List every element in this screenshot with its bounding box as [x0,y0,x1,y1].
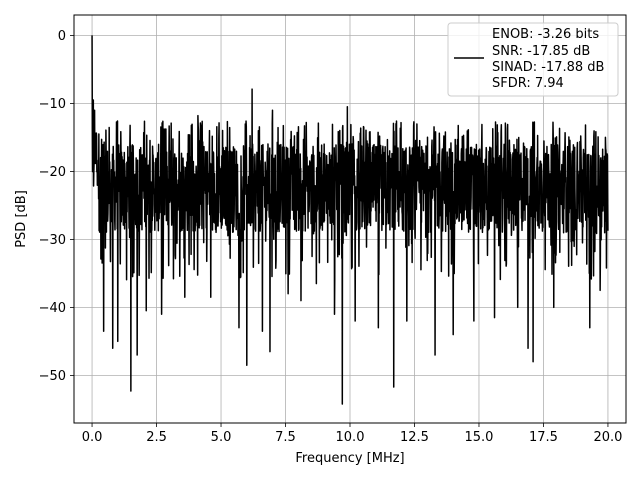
legend-entry-enob: ENOB: -3.26 bits [492,27,599,42]
x-tick-label: 17.5 [529,430,558,445]
legend-entry-snr: SNR: -17.85 dB [492,44,590,59]
y-tick-label: 0 [58,29,66,44]
psd-series-line [91,35,609,405]
legend-box [447,22,619,97]
x-tick-label: 15.0 [464,430,493,445]
x-tick-label: 10.0 [336,430,365,445]
ticks: 0.0 2.5 5.0 7.5 10.0 12.5 15.0 17.5 20.0 0 −10 −20 −… [39,29,623,445]
x-tick-label: 12.5 [400,430,429,445]
x-tick-label: 2.5 [146,430,167,445]
plot-area [91,35,609,405]
legend: ENOB: -3.26 bits SNR: -17.85 dB SINAD: -… [447,22,619,97]
x-tick-label: 0.0 [82,430,103,445]
legend-entry-sinad: SINAD: -17.88 dB [492,60,604,75]
y-tick-label: −20 [39,165,66,180]
y-axis-label: PSD [dB] [14,190,29,248]
x-tick-label: 5.0 [211,430,232,445]
y-tick-label: −30 [39,233,66,248]
x-tick-label: 7.5 [275,430,296,445]
x-tick-label: 20.0 [593,430,622,445]
legend-entry-sfdr: SFDR: 7.94 [492,76,564,91]
y-tick-label: −40 [39,301,66,316]
y-tick-label: −50 [39,369,66,384]
x-axis-label: Frequency [MHz] [295,451,404,466]
y-tick-label: −10 [39,97,66,112]
